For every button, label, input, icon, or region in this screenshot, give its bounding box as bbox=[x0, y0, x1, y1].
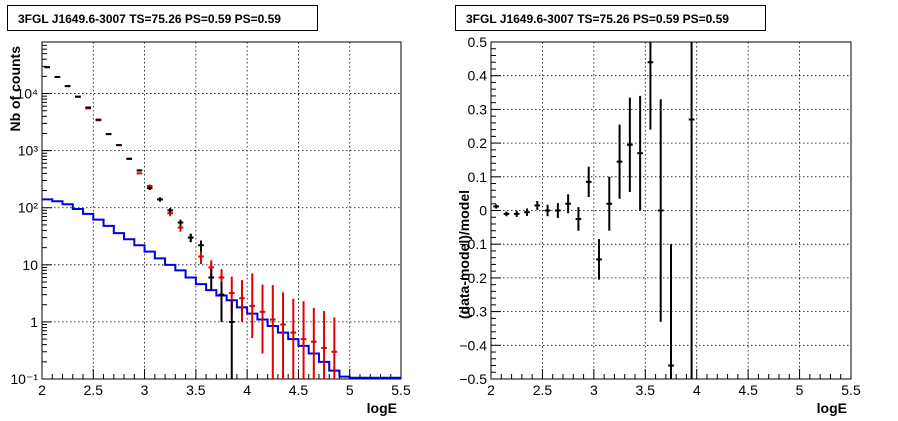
model-source-step-line bbox=[42, 198, 401, 379]
x-tick-label: 2.5 bbox=[533, 382, 553, 398]
y-axis-label: (data-model)/model bbox=[456, 190, 472, 319]
y-axis-label: Nb of counts bbox=[7, 46, 23, 132]
x-tick-label: 5.5 bbox=[391, 382, 411, 398]
y-tick-label: −0.5 bbox=[459, 371, 487, 387]
y-tick-label: −0.3 bbox=[459, 304, 487, 320]
counts-chart-title: 3FGL J1649.6-3007 TS=75.26 PS=0.59 PS=0.… bbox=[7, 5, 318, 31]
x-tick-label: 5 bbox=[796, 382, 804, 398]
y-tick-label: 1 bbox=[30, 314, 38, 330]
x-tick-label: 4 bbox=[243, 382, 251, 398]
x-tick-label: 3 bbox=[141, 382, 149, 398]
counts-chart: 2 2.5 3 3.5 4 4.5 5 5.5 10⁻¹ 1 10 10² 10³ 10⁴ logE Nb o… bbox=[7, 41, 411, 416]
x-axis-label: logE bbox=[367, 400, 397, 416]
y-tick-label: 10³ bbox=[18, 143, 39, 159]
residuals-panel: 3FGL J1649.6-3007 TS=75.26 PS=0.59 PS=0.… bbox=[449, 0, 898, 421]
y-tick-label: −0.2 bbox=[459, 270, 487, 286]
y-tick-label: −0.4 bbox=[459, 337, 487, 353]
x-tick-label: 4.5 bbox=[738, 382, 758, 398]
x-tick-label: 3 bbox=[590, 382, 598, 398]
x-tick-label: 5.5 bbox=[841, 382, 861, 398]
counts-panel: 3FGL J1649.6-3007 TS=75.26 PS=0.59 PS=0.… bbox=[7, 5, 411, 416]
y-tick-label: 0.3 bbox=[468, 101, 488, 117]
y-tick-label: 10 bbox=[22, 257, 38, 273]
y-tick-label: 0.5 bbox=[468, 34, 488, 50]
y-tick-label: 0.1 bbox=[468, 169, 488, 185]
x-tick-label: 2.5 bbox=[84, 382, 104, 398]
y-tick-label: 10⁴ bbox=[16, 86, 38, 102]
x-tick-label: 5 bbox=[346, 382, 354, 398]
x-tick-label: 4.5 bbox=[289, 382, 309, 398]
x-tick-label: 2 bbox=[487, 382, 495, 398]
y-tick-label: 10⁻¹ bbox=[10, 371, 38, 387]
y-tick-label: 10² bbox=[18, 200, 39, 216]
y-tick-label: −0.1 bbox=[459, 236, 487, 252]
x-tick-label: 3.5 bbox=[186, 382, 206, 398]
residuals-chart: 2 2.5 3 3.5 4 4.5 5 5.5 −0.5 −0.4 −0.3 −0.2 −0.1 0 0.1… bbox=[456, 34, 861, 416]
y-tick-label: 0.4 bbox=[468, 68, 488, 84]
x-tick-label: 4 bbox=[693, 382, 701, 398]
x-tick-label: 2 bbox=[38, 382, 46, 398]
y-tick-label: 0 bbox=[479, 203, 487, 219]
y-tick-label: 0.2 bbox=[468, 135, 488, 151]
residuals-chart-title: 3FGL J1649.6-3007 TS=75.26 PS=0.59 PS=0.… bbox=[455, 5, 766, 31]
x-tick-label: 3.5 bbox=[636, 382, 656, 398]
x-axis-label: logE bbox=[817, 400, 847, 416]
plot-frame bbox=[41, 41, 402, 380]
